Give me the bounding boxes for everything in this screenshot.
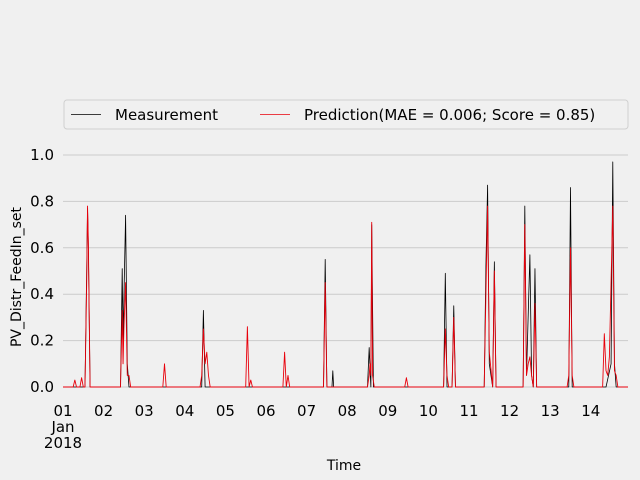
x-tick-label: 04	[175, 402, 194, 420]
x-axis-label: Time	[326, 458, 361, 474]
x-tick-label: 09	[378, 402, 397, 420]
x-tick-label: 10	[419, 402, 438, 420]
series-line-measurement	[63, 161, 628, 388]
series-line-prediction	[63, 205, 628, 388]
y-axis-ticks: 0.0 0.2 0.4 0.6 0.8 1.0	[30, 146, 54, 396]
x-tick-label: 05	[216, 402, 235, 420]
x-tick-sublabel: 2018	[44, 434, 82, 452]
y-axis-label: PV_Distr_FeedIn_set	[9, 206, 25, 347]
x-tick-label: 12	[500, 402, 519, 420]
x-tick-sublabel: Jan	[50, 418, 74, 436]
y-tick-label: 0.6	[30, 239, 54, 257]
x-tick-label: 02	[94, 402, 113, 420]
grid	[63, 154, 628, 388]
legend-label-prediction: Prediction(MAE = 0.006; Score = 0.85)	[304, 106, 595, 124]
y-tick-label: 1.0	[30, 146, 54, 164]
legend-box	[63, 99, 629, 130]
x-tick-label: 03	[135, 402, 154, 420]
series	[63, 161, 628, 388]
y-tick-label: 0.8	[30, 192, 54, 210]
x-tick-label: 01	[53, 402, 72, 420]
x-tick-label: 06	[256, 402, 275, 420]
x-tick-label: 07	[297, 402, 316, 420]
y-tick-label: 0.4	[30, 285, 54, 303]
legend: Measurement Prediction(MAE = 0.006; Scor…	[63, 99, 629, 130]
y-tick-label: 0.2	[30, 332, 54, 350]
x-tick-label: 14	[581, 402, 600, 420]
y-tick-label: 0.0	[30, 378, 54, 396]
legend-label-measurement: Measurement	[115, 106, 218, 124]
x-tick-label: 08	[338, 402, 357, 420]
x-tick-label: 11	[459, 402, 478, 420]
x-tick-label: 13	[541, 402, 560, 420]
